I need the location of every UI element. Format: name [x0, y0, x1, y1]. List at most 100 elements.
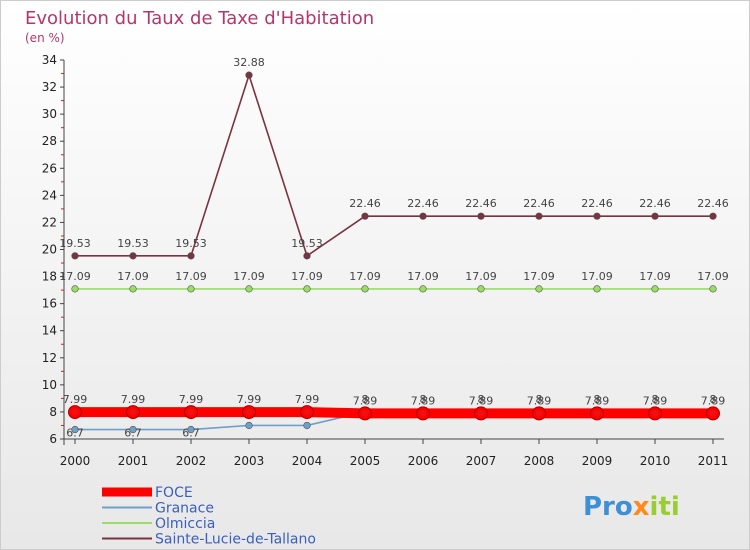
y-tick-label: 24: [42, 188, 57, 202]
axes: 6 8 10 12 14 16 18 20 22 24 26 28 30 32 34 2000 2001 2002…: [42, 53, 729, 468]
data-point: [303, 421, 311, 430]
data-label: 17.09: [117, 270, 149, 283]
legend: FOCEGranaceOlmicciaSainte-Lucie-de-Talla…: [102, 485, 316, 548]
y-tick-label: 14: [42, 324, 57, 338]
data-point: [187, 285, 195, 293]
data-label: 22.46: [465, 197, 497, 210]
data-label: 22.46: [697, 197, 729, 210]
y-tick-label: 6: [49, 432, 57, 446]
data-label: 8: [478, 393, 485, 406]
data-label: 8: [652, 393, 659, 406]
data-label: 17.09: [291, 270, 323, 283]
data-point: [361, 285, 369, 293]
data-point: [477, 212, 485, 220]
data-point: [361, 212, 369, 220]
data-label: 7.99: [237, 393, 262, 406]
data-label: 19.53: [59, 237, 91, 250]
data-label: 7.89: [411, 394, 436, 407]
data-point: [593, 212, 601, 220]
data-label: 22.46: [523, 197, 555, 210]
x-tick-label: 2005: [350, 454, 381, 468]
data-point: [129, 252, 137, 260]
series-line-sainte-lucie-de-tallano: [74, 74, 714, 257]
y-tick-label: 8: [49, 405, 57, 419]
data-label: 7.89: [469, 394, 494, 407]
x-tick-label: 2007: [466, 454, 497, 468]
data-labels: 7.99 7.99 7.99 7.99 7.99 7.89 7.89 7.89 7.89 7.89…: [59, 56, 729, 439]
data-label: 22.46: [581, 197, 613, 210]
data-label: 6.7: [66, 427, 84, 440]
data-label: 7.99: [179, 393, 204, 406]
data-point: [129, 425, 137, 434]
data-point: [651, 212, 659, 220]
chart-title: Evolution du Taux de Taxe d'Habitation: [25, 8, 374, 29]
data-label: 17.09: [523, 270, 555, 283]
data-label: 22.46: [407, 197, 439, 210]
x-tick-label: 2008: [524, 454, 555, 468]
data-point: [709, 212, 717, 220]
data-point-core: [71, 408, 79, 416]
data-label: 8: [420, 393, 427, 406]
data-point: [303, 252, 311, 260]
data-label: 7.89: [527, 394, 552, 407]
data-label: 19.53: [291, 237, 323, 250]
data-label: 22.46: [639, 197, 671, 210]
data-label: 7.99: [295, 393, 320, 406]
data-label: 19.53: [117, 237, 149, 250]
data-label: 8: [362, 393, 369, 406]
legend-label-granace: Granace: [155, 501, 214, 517]
data-point: [245, 421, 253, 430]
data-label: 7.99: [63, 393, 88, 406]
y-tick-label: 12: [42, 351, 57, 365]
data-label: 7.89: [701, 394, 726, 407]
data-label: 22.46: [349, 197, 381, 210]
series-lines: [70, 74, 718, 431]
data-point: [187, 425, 195, 434]
data-point-core: [535, 409, 543, 417]
data-point: [477, 285, 485, 293]
data-label: 17.09: [407, 270, 439, 283]
x-tick-label: 2011: [698, 454, 729, 468]
data-point-core: [709, 409, 717, 417]
y-tick-label: 34: [42, 53, 57, 67]
y-tick-label: 20: [42, 243, 57, 257]
y-tick-label: 32: [42, 80, 57, 94]
legend-label-foce: FOCE: [155, 485, 193, 501]
data-label: 17.09: [697, 270, 729, 283]
series-markers: [68, 71, 720, 434]
data-point-core: [477, 409, 485, 417]
legend-label-sainte-lucie-de-tallano: Sainte-Lucie-de-Tallano: [155, 532, 316, 548]
data-point: [71, 285, 79, 293]
data-label: 32.88: [233, 56, 265, 69]
data-point: [419, 285, 427, 293]
data-point: [129, 285, 137, 293]
data-label: 17.09: [349, 270, 381, 283]
x-tick-label: 2009: [582, 454, 613, 468]
data-point: [593, 285, 601, 293]
data-point: [651, 285, 659, 293]
data-point: [535, 212, 543, 220]
x-tick-label: 2010: [640, 454, 671, 468]
y-tick-label: 30: [42, 107, 57, 121]
data-point-core: [303, 408, 311, 416]
y-tick-label: 18: [42, 270, 57, 284]
data-label: 17.09: [175, 270, 207, 283]
x-tick-label: 2002: [176, 454, 207, 468]
svg-text:Proxiti: Proxiti: [583, 492, 680, 522]
data-label: 19.53: [175, 237, 207, 250]
y-tick-label: 28: [42, 134, 57, 148]
x-tick-label: 2004: [292, 454, 323, 468]
data-point: [709, 285, 717, 293]
data-label: 6.7: [182, 427, 200, 440]
data-label: 7.89: [353, 394, 378, 407]
x-tick-label: 2003: [234, 454, 265, 468]
data-label: 8: [536, 393, 543, 406]
logo-part-3: iti: [650, 492, 680, 522]
data-label: 17.09: [465, 270, 497, 283]
y-tick-label: 16: [42, 297, 57, 311]
data-label: 8: [710, 393, 717, 406]
data-label: 17.09: [59, 270, 91, 283]
y-tick-label: 22: [42, 215, 57, 229]
